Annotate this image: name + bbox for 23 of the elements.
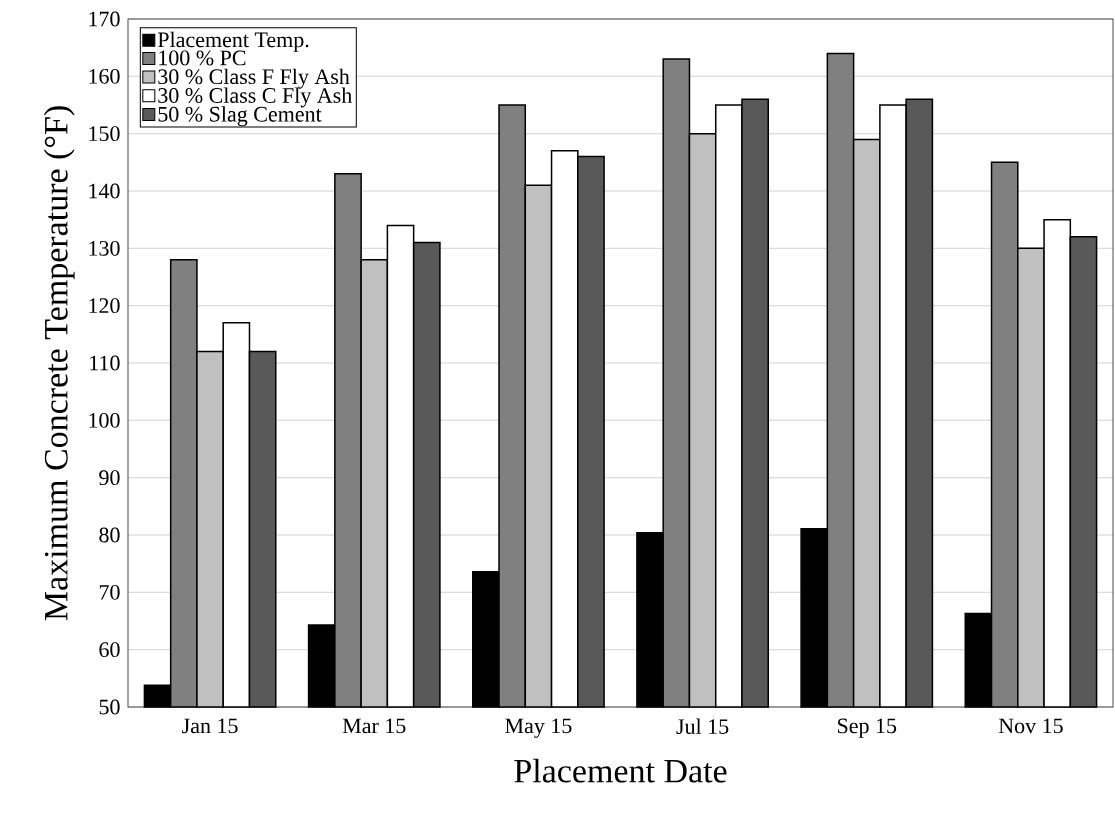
y-tick-label: 150 bbox=[89, 126, 120, 142]
y-tick-label: 140 bbox=[89, 183, 120, 199]
y-tick-label: 70 bbox=[99, 584, 120, 600]
x-tick-label: May 15 bbox=[505, 718, 572, 738]
y-tick-label: 90 bbox=[99, 470, 120, 486]
y-tick-label: 160 bbox=[89, 68, 120, 84]
x-tick-label: Sep 15 bbox=[837, 718, 897, 738]
y-tick-label: 60 bbox=[99, 642, 120, 658]
y-tick-label: 80 bbox=[99, 527, 120, 543]
y-tick-label: 110 bbox=[90, 355, 120, 371]
x-tick-label: Jul 15 bbox=[676, 718, 729, 735]
x-tick-label: Jan 15 bbox=[182, 718, 238, 734]
legend-label: 50 % Slag Cement bbox=[158, 106, 322, 127]
y-tick-label: 120 bbox=[89, 298, 120, 314]
y-tick-label: 170 bbox=[89, 11, 120, 27]
y-tick-label: 100 bbox=[89, 412, 120, 428]
x-axis-title: Placement Date bbox=[514, 758, 727, 783]
x-tick-label: Nov 15 bbox=[998, 718, 1063, 734]
x-tick-label: Mar 15 bbox=[342, 718, 406, 734]
y-tick-label: 130 bbox=[89, 240, 120, 256]
y-axis-title: Maximum Concrete Temperature (°F) bbox=[43, 106, 75, 621]
legend-label: 100 % PC bbox=[159, 50, 246, 66]
y-tick-label: 50 bbox=[99, 699, 120, 715]
